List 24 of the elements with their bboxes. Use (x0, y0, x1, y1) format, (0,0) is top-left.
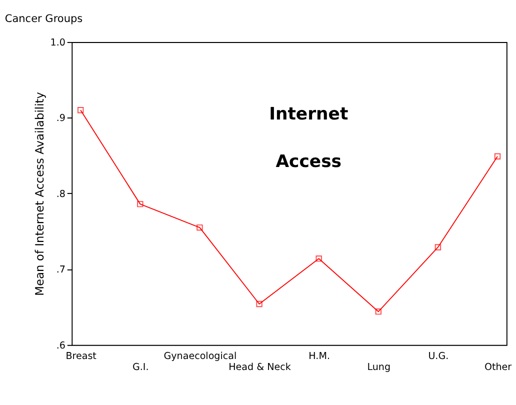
x-tick-label: Gynaecological (164, 350, 237, 362)
point (78, 107, 84, 114)
point (316, 255, 322, 262)
point (434, 244, 442, 250)
x-tick-label: U.G. (428, 350, 449, 362)
y-tick-label: .8 (56, 188, 66, 200)
y-axis-title: Mean of Internet Access Availability (32, 92, 47, 296)
x-tick-label: Other (484, 362, 512, 374)
y-tick-label: .7 (56, 264, 66, 276)
x-tick-label: Breast (66, 350, 97, 362)
y-tick-label: 1.0 (50, 37, 66, 48)
x-tick-label: Lung (367, 362, 391, 374)
point (137, 200, 144, 208)
point (494, 153, 501, 160)
point (256, 300, 262, 308)
point (375, 308, 382, 315)
point (196, 224, 203, 231)
y-tick-label: .9 (56, 113, 66, 124)
y-tick-label: .6 (56, 340, 66, 352)
x-tick-label: G.I. (132, 362, 149, 374)
text: Internet Access (269, 104, 348, 172)
chart-title: Cancer Groups (4, 12, 83, 25)
x-tick-label: Head & Neck (228, 362, 292, 374)
x-tick-label: H.M. (308, 350, 330, 362)
